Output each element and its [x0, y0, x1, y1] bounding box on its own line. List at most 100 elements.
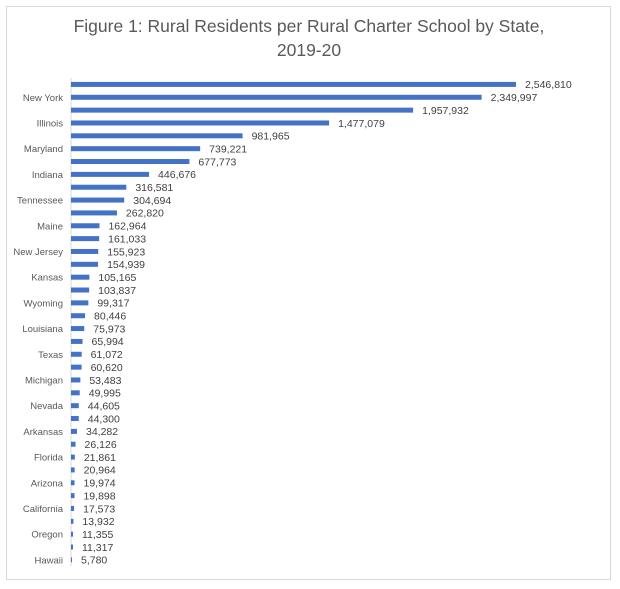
category-tick-label: Louisiana: [22, 324, 63, 335]
bar-value-label: 103,837: [98, 285, 136, 297]
bar: [71, 236, 100, 242]
bar: [71, 467, 75, 473]
bar-value-label: 19,974: [83, 478, 115, 490]
bar: [71, 403, 79, 409]
category-tick-label: Florida: [34, 453, 64, 464]
bar-value-label: 161,033: [108, 233, 146, 245]
category-tick-label: Illinois: [37, 118, 64, 129]
chart-title-line-1: Figure 1: Rural Residents per Rural Char…: [73, 16, 545, 36]
bar-value-label: 17,573: [83, 503, 115, 515]
category-tick-label: Indiana: [32, 170, 64, 181]
bar: [71, 287, 90, 293]
category-tick-label: Tennessee: [17, 196, 63, 207]
category-tick-label: Arkansas: [23, 427, 63, 438]
bar-value-label: 981,965: [252, 131, 290, 143]
bar-value-label: 11,355: [82, 529, 113, 541]
bar: [71, 493, 75, 499]
bar: [71, 248, 99, 254]
bar-value-label: 677,773: [198, 156, 236, 168]
bar-value-label: 5,780: [81, 555, 107, 567]
bar-value-label: 44,605: [88, 400, 120, 412]
bar-value-label: 2,546,810: [525, 79, 572, 91]
bar: [71, 390, 80, 396]
bar: [71, 171, 150, 177]
bar: [71, 274, 90, 280]
bar-value-label: 99,317: [97, 298, 129, 310]
bar: [71, 81, 516, 87]
category-tick-label: Oregon: [31, 530, 63, 541]
category-tick-label: Arizona: [31, 478, 64, 489]
bar-value-label: 26,126: [85, 439, 117, 451]
bar-value-label: 80,446: [94, 311, 126, 323]
bar-value-label: 20,964: [84, 465, 116, 477]
bar: [71, 454, 75, 460]
category-tick-label: Maine: [37, 221, 63, 232]
bar: [71, 364, 82, 370]
bar: [71, 197, 125, 203]
bar-value-label: 1,957,932: [422, 105, 469, 117]
bar: [71, 94, 482, 100]
category-tick-label: New York: [23, 93, 63, 104]
bar-value-label: 162,964: [108, 221, 146, 233]
bar: [71, 326, 85, 332]
bar: [71, 480, 75, 486]
category-tick-label: California: [23, 504, 64, 515]
bar: [71, 184, 127, 190]
bar: [71, 518, 74, 524]
bar-value-label: 65,994: [92, 336, 124, 348]
bar: [71, 159, 190, 165]
category-tick-label: Kansas: [31, 273, 63, 284]
bar: [71, 261, 99, 267]
bar-value-label: 739,221: [209, 143, 247, 155]
bar-value-label: 44,300: [88, 413, 120, 425]
chart-title: Figure 1: Rural Residents per Rural Char…: [0, 14, 618, 62]
bar-value-label: 19,898: [83, 490, 115, 502]
bar: [71, 557, 73, 563]
category-tick-label: Nevada: [30, 401, 63, 412]
chart-frame: [6, 6, 611, 580]
bar-value-label: 155,923: [107, 246, 145, 258]
bar: [71, 133, 243, 139]
bar: [71, 441, 76, 447]
bar-value-label: 75,973: [93, 323, 125, 335]
bar-value-label: 13,932: [82, 516, 114, 528]
bar-value-label: 34,282: [86, 426, 118, 438]
bar-value-label: 154,939: [107, 259, 145, 271]
bar: [71, 544, 73, 550]
bar-value-label: 61,072: [91, 349, 123, 361]
bar: [71, 505, 75, 511]
category-tick-label: Wyoming: [23, 298, 63, 309]
chart-title-line-2: 2019-20: [276, 40, 342, 60]
bar: [71, 210, 117, 216]
bar: [71, 223, 100, 229]
category-tick-label: New Jersey: [13, 247, 63, 258]
bar: [71, 146, 201, 152]
bar: [71, 120, 330, 126]
bar-value-label: 53,483: [89, 375, 121, 387]
bar: [71, 351, 82, 357]
bar-value-label: 262,820: [126, 208, 164, 220]
bar-value-label: 49,995: [89, 388, 121, 400]
bar-value-label: 304,694: [133, 195, 171, 207]
bar-value-label: 316,581: [135, 182, 173, 194]
bar-value-label: 2,349,997: [491, 92, 538, 104]
bar-value-label: 60,620: [91, 362, 123, 374]
category-tick-label: Texas: [38, 350, 63, 361]
bar-value-label: 105,165: [98, 272, 136, 284]
bar: [71, 531, 73, 537]
category-tick-label: Hawaii: [34, 555, 63, 566]
bar: [71, 416, 79, 422]
bar-value-label: 11,317: [82, 542, 113, 554]
bar-value-label: 21,861: [84, 452, 116, 464]
bar-value-label: 446,676: [158, 169, 196, 181]
bar: [71, 338, 83, 344]
bar: [71, 300, 89, 306]
bar: [71, 107, 414, 113]
bar: [71, 377, 81, 383]
bar: [71, 313, 86, 319]
bar: [71, 428, 77, 434]
category-tick-label: Maryland: [24, 144, 63, 155]
category-tick-label: Michigan: [25, 375, 63, 386]
bar-value-label: 1,477,079: [338, 118, 385, 130]
